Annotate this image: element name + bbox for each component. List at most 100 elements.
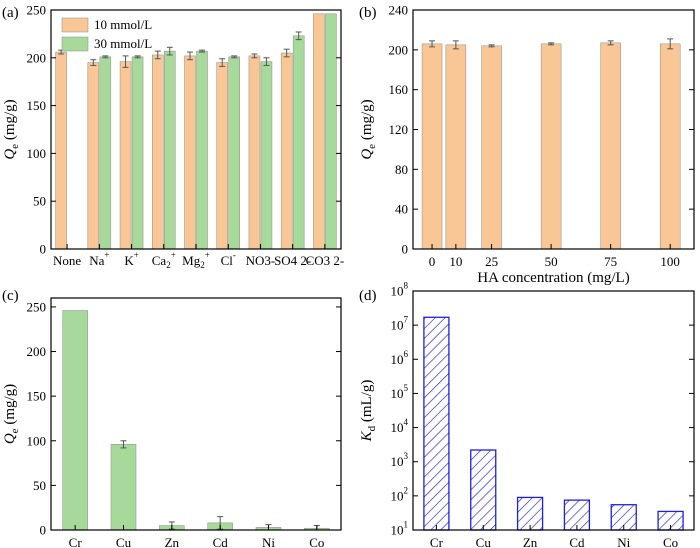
label-part: 10 [391, 420, 404, 435]
y-tick-label: 150 [27, 389, 47, 404]
bar [423, 316, 450, 531]
x-tick-label: Cl- [221, 250, 236, 268]
label-part: 4 [404, 417, 409, 427]
label-part: (mg/g) [359, 99, 375, 144]
label-part: - [233, 250, 236, 260]
panel-c: Cr Cu Zn Cd Ni Co 0 50 100 150 200 250 Qe (mg/g) (c) [2, 288, 342, 548]
bar [516, 496, 544, 531]
label-part: Q [2, 433, 18, 444]
bar [481, 45, 502, 250]
legend-label: 30 mmol/L [94, 36, 152, 51]
y-tick-label: 102 [391, 485, 409, 503]
x-tick-label: Zn [165, 535, 180, 548]
bar-10mmol [119, 61, 132, 250]
bar-30mmol [99, 56, 112, 250]
label-part: 3 [404, 451, 409, 461]
label-part: Q [2, 149, 18, 160]
x-tick-label: Ca2+ [152, 250, 176, 270]
y-axis-label: Qe (mg/g) [359, 99, 378, 159]
label-part: e [9, 144, 21, 149]
bar [62, 310, 88, 531]
label-part: 7 [404, 315, 409, 325]
chart-layer: None Na+ K+ Ca2+ Mg2+ Cl- NO3-SO4 2-CO3 2-0501… [2, 3, 695, 548]
label-part: Cl [221, 253, 234, 268]
label-part: 2 [404, 485, 409, 495]
panel-label: (c) [2, 288, 19, 304]
y-tick-label: 100 [27, 146, 47, 161]
y-tick-label: 250 [27, 3, 47, 18]
x-tick-label: 100 [660, 254, 680, 269]
bar [421, 43, 443, 250]
label-part: 10 [391, 352, 404, 367]
y-tick-label: 200 [27, 344, 47, 359]
label-part: d [366, 425, 378, 431]
x-tick-label: 0 [429, 254, 436, 269]
label-part: (mL/g) [359, 380, 375, 426]
y-tick-label: 101 [391, 520, 409, 538]
label-part: 8 [404, 281, 409, 291]
x-tick-label: Cu [476, 535, 492, 548]
y-tick-label: 106 [391, 349, 409, 367]
bar-30mmol [164, 50, 176, 250]
bar-30mmol [131, 56, 144, 250]
label-part: e [366, 144, 378, 149]
y-tick-label: 250 [27, 299, 47, 314]
bar-30mmol [228, 56, 240, 250]
label-part: Mg [182, 253, 201, 268]
label-part: K [124, 253, 134, 268]
bar-10mmol [216, 62, 228, 250]
bar-10mmol [280, 52, 293, 250]
x-tick-label: Cr [430, 535, 444, 548]
x-tick-label: CO3 2- [306, 253, 345, 268]
x-tick-label: Cr [69, 535, 83, 548]
label-part: 2 [200, 260, 205, 270]
y-tick-label: 200 [389, 42, 409, 57]
x-tick-label: None [53, 253, 81, 268]
axes-frame [50, 297, 342, 531]
x-tick-label: Cd [213, 535, 229, 548]
label-part: 10 [391, 284, 404, 299]
x-tick-label: 10 [449, 254, 462, 269]
bar-30mmol [260, 61, 273, 250]
y-tick-label: 100 [27, 433, 47, 448]
y-tick-label: 104 [391, 417, 409, 435]
label-part: + [134, 250, 139, 260]
panel-label: (b) [359, 5, 377, 21]
x-tick-label: NO3- [246, 253, 276, 268]
label-part: K [359, 430, 375, 442]
label-part: + [104, 250, 109, 260]
label-part: 10 [391, 454, 404, 469]
y-tick-label: 105 [391, 383, 409, 401]
bar-10mmol [87, 62, 100, 250]
y-tick-label: 103 [391, 451, 409, 469]
y-tick-label: 50 [33, 478, 46, 493]
panel-label: (d) [359, 288, 377, 304]
x-tick-label: Co [309, 535, 324, 548]
y-tick-label: 160 [389, 82, 409, 97]
x-tick-label: Na+ [89, 250, 109, 268]
bar [470, 449, 497, 531]
y-tick-label: 240 [389, 3, 409, 18]
label-part: + [205, 250, 210, 260]
legend-label: 10 mmol/L [94, 17, 152, 32]
bar-30mmol [196, 50, 208, 250]
y-tick-label: 80 [395, 162, 408, 177]
y-axis-label: Qe (mg/g) [2, 384, 21, 444]
bar-10mmol [248, 55, 261, 250]
y-tick-label: 107 [391, 315, 409, 333]
label-part: Q [359, 149, 375, 160]
label-part: (mg/g) [2, 384, 18, 429]
x-tick-label: K+ [124, 250, 138, 268]
axes-frame [412, 290, 695, 531]
y-tick-label: 40 [395, 202, 408, 217]
y-tick-label: 150 [27, 98, 47, 113]
y-tick-label: 0 [40, 523, 47, 538]
label-part: 6 [404, 349, 409, 359]
bar [110, 444, 137, 531]
bar-10mmol [55, 51, 67, 250]
label-part: 5 [404, 383, 409, 393]
label-part: e [9, 428, 21, 433]
x-tick-label: 25 [485, 254, 498, 269]
label-part: 1 [404, 520, 409, 530]
